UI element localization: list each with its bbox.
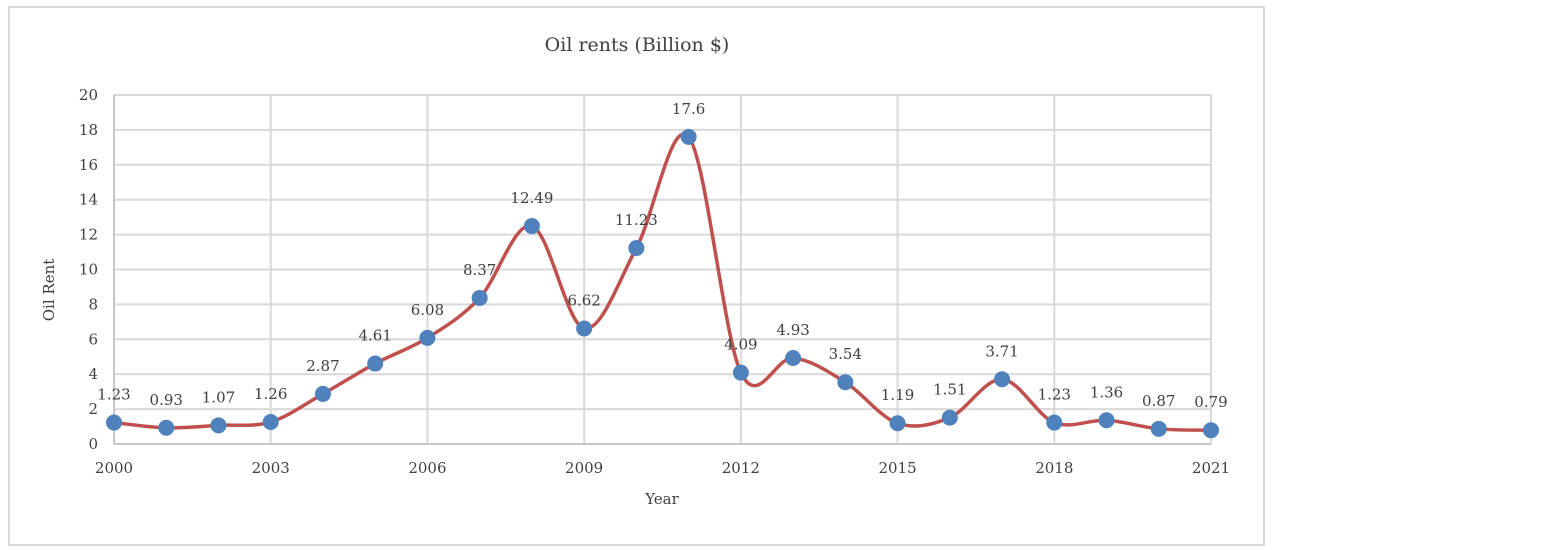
data-point	[158, 419, 175, 436]
data-label: 4.09	[724, 336, 757, 354]
data-label: 1.23	[1038, 386, 1071, 404]
data-point	[628, 240, 645, 257]
data-point	[1098, 412, 1115, 429]
data-point	[941, 409, 958, 426]
data-point	[210, 417, 227, 434]
data-label: 2.87	[306, 357, 339, 375]
data-label: 4.61	[358, 327, 391, 345]
axes	[113, 95, 1211, 445]
data-label: 3.54	[829, 345, 862, 363]
x-tick-label: 2003	[252, 459, 290, 477]
data-point	[367, 355, 384, 372]
y-tick-label: 18	[79, 121, 98, 139]
x-tick-label: 2009	[565, 459, 603, 477]
data-point	[732, 364, 749, 381]
x-tick-label: 2000	[95, 459, 133, 477]
x-tick-label: 2006	[408, 459, 446, 477]
data-label: 12.49	[510, 189, 553, 207]
y-tick-label: 10	[79, 261, 98, 279]
data-point	[1150, 420, 1167, 437]
y-tick-label: 16	[79, 156, 98, 174]
data-label: 0.93	[150, 391, 183, 409]
x-tick-label: 2012	[722, 459, 760, 477]
data-label: 0.79	[1194, 393, 1227, 411]
data-label: 1.26	[254, 385, 287, 403]
y-tick-label: 20	[79, 86, 98, 104]
data-label: 8.37	[463, 261, 496, 279]
data-label: 17.6	[672, 100, 705, 118]
y-tick-label: 8	[88, 295, 98, 313]
data-label: 1.51	[933, 381, 966, 399]
x-tick-label: 2021	[1192, 459, 1230, 477]
data-point	[1203, 422, 1219, 439]
y-tick-label: 0	[88, 435, 98, 453]
data-label: 1.36	[1090, 383, 1123, 401]
data-point	[314, 385, 331, 402]
y-tick-labels: 0 2 4 6 8 10 12 14 16 18 20	[79, 86, 98, 453]
chart-title: Oil rents (Billion $)	[545, 34, 730, 56]
data-label: 11.23	[615, 211, 658, 229]
data-point	[889, 415, 906, 432]
data-point	[419, 329, 436, 346]
data-point	[680, 128, 697, 145]
data-label: 1.23	[97, 386, 130, 404]
y-tick-label: 12	[79, 226, 98, 244]
data-point	[471, 289, 488, 306]
x-tick-labels: 2000 2003 2006 2009 2012 2015 2018 2021	[95, 459, 1230, 477]
y-tick-label: 14	[79, 191, 98, 209]
data-label: 6.08	[411, 301, 444, 319]
data-label: 4.93	[776, 321, 809, 339]
y-tick-label: 2	[88, 400, 98, 418]
data-label: 1.19	[881, 386, 914, 404]
data-markers	[106, 128, 1219, 439]
data-point	[523, 218, 540, 235]
data-point	[837, 374, 854, 391]
data-label: 1.07	[202, 388, 235, 406]
data-label: 6.62	[567, 291, 600, 309]
y-axis-title: Oil Rent	[40, 259, 58, 322]
data-point	[994, 371, 1011, 388]
data-point	[576, 320, 593, 337]
data-point	[106, 414, 122, 431]
x-tick-label: 2015	[878, 459, 916, 477]
y-tick-label: 6	[88, 330, 98, 348]
data-label: 3.71	[985, 342, 1018, 360]
x-tick-label: 2018	[1035, 459, 1073, 477]
data-label: 0.87	[1142, 392, 1175, 410]
data-point	[785, 349, 802, 366]
data-point	[262, 414, 279, 431]
y-tick-label: 4	[88, 365, 98, 383]
data-point	[1046, 414, 1063, 431]
data-labels: 1.23 0.93 1.07 1.26 2.87 4.61 6.08 8.37 12.49 6.6…	[97, 100, 1227, 411]
x-axis-title: Year	[644, 490, 679, 508]
